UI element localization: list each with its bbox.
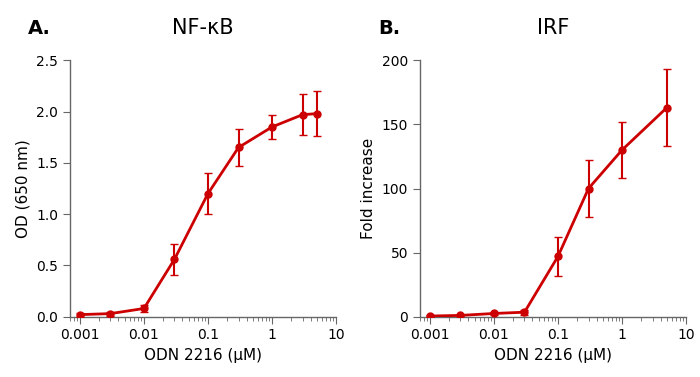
Text: A.: A.	[28, 19, 51, 38]
Text: IRF: IRF	[537, 18, 569, 38]
Text: B.: B.	[378, 19, 400, 38]
Y-axis label: OD (650 nm): OD (650 nm)	[15, 139, 31, 238]
X-axis label: ODN 2216 (μM): ODN 2216 (μM)	[144, 348, 262, 363]
Text: NF-κB: NF-κB	[172, 18, 234, 38]
Y-axis label: Fold increase: Fold increase	[361, 138, 377, 239]
X-axis label: ODN 2216 (μM): ODN 2216 (μM)	[494, 348, 612, 363]
